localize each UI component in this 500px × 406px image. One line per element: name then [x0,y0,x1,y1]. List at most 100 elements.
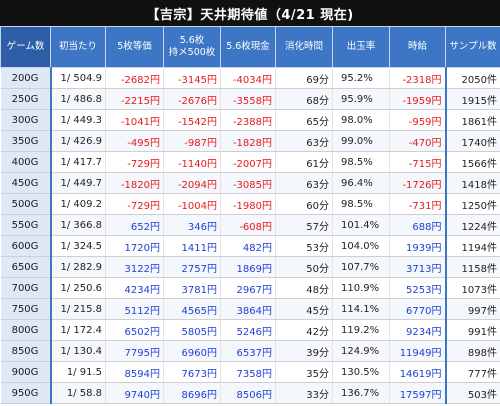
cell-5-6-with-medals: 8696円 [163,382,221,404]
cell-5-6-cash: 1869円 [220,256,276,278]
cell-5-6-with-medals: 4565円 [163,298,221,320]
cell-5-equal: 5112円 [105,298,164,320]
cell-play-time: 69分 [275,67,333,89]
cell-5-equal: 8594円 [105,361,164,383]
cell-game-count: 900G [0,361,52,383]
cell-samples: 1250件 [444,193,500,215]
cell-samples: 777件 [444,361,500,383]
table-row: 550G 1/ 366.8 652円 346円 -608円 57分 101.4% 688円 12… [0,214,500,236]
cell-payout-rate: 101.4% [332,214,390,236]
cell-first-hit: 1/ 449.7 [50,172,106,194]
cell-payout-rate: 98.5% [332,193,390,215]
cell-first-hit: 1/ 426.9 [50,130,106,152]
header-5-6-line1: 5.6枚 [179,35,205,46]
cell-5-6-cash: -1980円 [220,193,276,215]
cell-5-6-cash: 7358円 [220,361,276,383]
cell-first-hit: 1/ 324.5 [50,235,106,257]
cell-5-6-with-medals: -3145円 [163,67,221,89]
cell-play-time: 63分 [275,130,333,152]
cell-5-6-cash: 3864円 [220,298,276,320]
cell-hourly: -715円 [389,151,446,173]
cell-play-time: 60分 [275,193,333,215]
table-row: 350G 1/ 426.9 -495円 -987円 -1828円 63分 99.0% -470… [0,130,500,152]
cell-samples: 1861件 [444,109,500,131]
cell-play-time: 35分 [275,361,333,383]
cell-game-count: 500G [0,193,52,215]
cell-first-hit: 1/ 449.3 [50,109,106,131]
page-title: 【吉宗】天井期待値（4/21 現在) [0,0,500,26]
cell-hourly: -2318円 [389,67,446,89]
cell-game-count: 850G [0,340,52,362]
expected-value-table: ゲーム数 初当たり 5枚等価 5.6枚 持メ500枚 5.6枚現金 消化時間 出… [0,26,500,404]
cell-payout-rate: 110.9% [332,277,390,299]
cell-payout-rate: 98.0% [332,109,390,131]
cell-play-time: 63分 [275,172,333,194]
table-row: 700G 1/ 250.6 4234円 3781円 2967円 48分 110.9% 5253… [0,277,500,299]
cell-samples: 2050件 [444,67,500,89]
cell-payout-rate: 124.9% [332,340,390,362]
cell-play-time: 57分 [275,214,333,236]
cell-payout-rate: 107.7% [332,256,390,278]
cell-payout-rate: 96.4% [332,172,390,194]
cell-5-6-with-medals: -1004円 [163,193,221,215]
cell-5-equal: -495円 [105,130,164,152]
cell-payout-rate: 95.2% [332,67,390,89]
cell-game-count: 550G [0,214,52,236]
cell-first-hit: 1/ 172.4 [50,319,106,341]
cell-hourly: 14619円 [389,361,446,383]
cell-samples: 503件 [444,382,500,404]
cell-hourly: 6770円 [389,298,446,320]
cell-5-equal: 6502円 [105,319,164,341]
cell-5-6-cash: -2007円 [220,151,276,173]
cell-first-hit: 1/ 58.8 [50,382,106,404]
cell-hourly: -1959円 [389,88,446,110]
cell-payout-rate: 119.2% [332,319,390,341]
cell-game-count: 950G [0,382,52,404]
cell-first-hit: 1/ 130.4 [50,340,106,362]
cell-game-count: 750G [0,298,52,320]
cell-5-equal: -1820円 [105,172,164,194]
cell-play-time: 65分 [275,109,333,131]
table-header: ゲーム数 初当たり 5枚等価 5.6枚 持メ500枚 5.6枚現金 消化時間 出… [0,26,500,68]
cell-payout-rate: 104.0% [332,235,390,257]
header-5-equal: 5枚等価 [105,26,164,68]
cell-game-count: 200G [0,67,52,89]
cell-first-hit: 1/ 366.8 [50,214,106,236]
cell-5-6-cash: 2967円 [220,277,276,299]
cell-samples: 898件 [444,340,500,362]
cell-game-count: 400G [0,151,52,173]
cell-5-6-with-medals: -987円 [163,130,221,152]
cell-payout-rate: 95.9% [332,88,390,110]
table-row: 750G 1/ 215.8 5112円 4565円 3864円 45分 114.1% 6770… [0,298,500,320]
cell-samples: 1158件 [444,256,500,278]
header-first-hit: 初当たり [50,26,106,68]
cell-5-6-with-medals: -1140円 [163,151,221,173]
header-samples: サンプル数 [445,26,500,68]
cell-samples: 997件 [444,298,500,320]
table-row: 500G 1/ 409.2 -729円 -1004円 -1980円 60分 98.5% -73… [0,193,500,215]
header-5-6-with-medals: 5.6枚 持メ500枚 [163,26,221,68]
cell-hourly: 688円 [389,214,446,236]
table-body: 200G 1/ 504.9 -2682円 -3145円 -4034円 69分 95.2% -2… [0,67,500,404]
cell-payout-rate: 114.1% [332,298,390,320]
cell-hourly: 11949円 [389,340,446,362]
header-game-count: ゲーム数 [0,26,51,68]
cell-samples: 1915件 [444,88,500,110]
cell-play-time: 33分 [275,382,333,404]
cell-5-equal: 652円 [105,214,164,236]
cell-first-hit: 1/ 504.9 [50,67,106,89]
cell-first-hit: 1/ 250.6 [50,277,106,299]
cell-samples: 1418件 [444,172,500,194]
cell-game-count: 450G [0,172,52,194]
cell-game-count: 700G [0,277,52,299]
cell-hourly: 9234円 [389,319,446,341]
cell-5-equal: -2682円 [105,67,164,89]
cell-play-time: 39分 [275,340,333,362]
table-row: 250G 1/ 486.8 -2215円 -2676円 -3558円 68分 95.9% -1… [0,88,500,110]
cell-5-6-with-medals: 1411円 [163,235,221,257]
cell-samples: 1224件 [444,214,500,236]
cell-5-6-cash: 6537円 [220,340,276,362]
cell-first-hit: 1/ 91.5 [50,361,106,383]
cell-hourly: -731円 [389,193,446,215]
